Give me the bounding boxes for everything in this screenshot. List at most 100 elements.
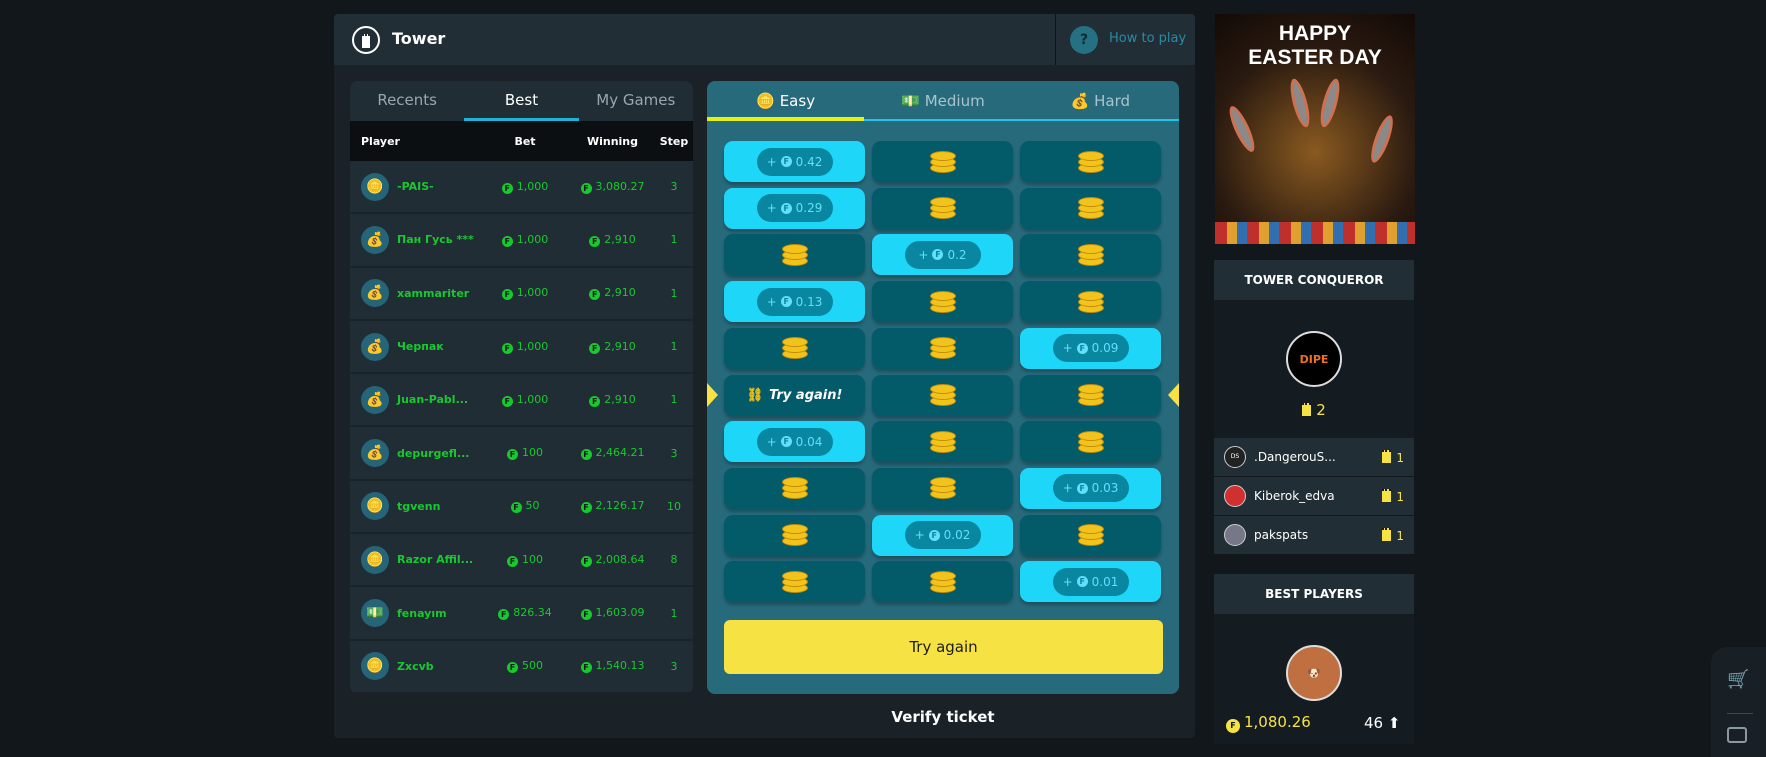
revealed-tile[interactable]: + F 0.01 — [1020, 561, 1161, 603]
hidden-tile[interactable] — [872, 561, 1013, 603]
row-indicator-right-icon — [1168, 382, 1179, 407]
hidden-tile[interactable] — [1020, 187, 1161, 229]
reward-value: 0.09 — [1091, 341, 1119, 356]
revealed-tile[interactable]: + F 0.03 — [1020, 467, 1161, 509]
winning-cell: F 3,080.27 — [570, 180, 655, 194]
hidden-tile[interactable] — [872, 141, 1013, 182]
hidden-tile[interactable] — [724, 234, 865, 276]
how-to-play-link[interactable]: How to play — [1109, 31, 1187, 46]
bunny-ear — [1286, 77, 1314, 129]
player-cell: 💰 Juan-Pabl... — [350, 385, 480, 414]
table-row[interactable]: 💰 Пан Гусь *** F 1,000 F 2,910 1 — [350, 214, 693, 268]
crown-icon — [1382, 488, 1392, 502]
revealed-tile[interactable]: + F 0.29 — [724, 187, 865, 229]
count: 1 — [1396, 450, 1404, 465]
hidden-tile[interactable] — [1020, 141, 1161, 182]
try-again-button[interactable]: Try again — [724, 620, 1163, 674]
hidden-tile[interactable] — [872, 374, 1013, 416]
revealed-tile[interactable]: + F 0.13 — [724, 281, 865, 323]
arrow-up-icon: ⬆ — [1387, 714, 1401, 732]
currency-icon: F — [589, 342, 601, 354]
hidden-tile[interactable] — [1020, 374, 1161, 416]
winning-cell: F 2,126.17 — [570, 499, 655, 514]
avatar[interactable]: 🐶 — [1286, 645, 1342, 701]
tab-my-games[interactable]: My Games — [596, 91, 676, 109]
coins-icon — [781, 243, 808, 267]
bet-cell: F 100 — [480, 446, 570, 461]
winning-value: 2,008.64 — [595, 552, 645, 566]
currency-icon: F — [580, 182, 592, 194]
currency-icon: F — [580, 609, 592, 621]
col-player: Player — [361, 134, 400, 148]
lost-tile[interactable]: ⛓ Try again! — [724, 374, 865, 416]
revealed-tile[interactable]: + F 0.42 — [724, 141, 865, 182]
player-cell: 🪙 Zxcvb — [350, 652, 480, 681]
count: 1 — [1396, 528, 1404, 543]
best-players-title: BEST PLAYERS — [1214, 574, 1414, 614]
list-item[interactable]: DS .DangerouS... 1 — [1214, 438, 1414, 476]
hidden-tile[interactable] — [1020, 514, 1161, 556]
hidden-tile[interactable] — [724, 561, 865, 603]
hidden-tile[interactable] — [872, 187, 1013, 229]
question-icon[interactable]: ? — [1070, 26, 1098, 54]
easter-banner[interactable]: HAPPY EASTER DAY — [1215, 14, 1415, 244]
hidden-tile[interactable] — [724, 467, 865, 509]
table-row[interactable]: 💰 depurgefl... F 100 F 2,464.21 3 — [350, 427, 693, 481]
col-bet: Bet — [514, 134, 536, 148]
hidden-tile[interactable] — [1020, 281, 1161, 323]
table-row[interactable]: 💰 Черпак F 1,000 F 2,910 1 — [350, 321, 693, 375]
player-name: tgvenn — [397, 499, 441, 513]
coins-icon — [929, 336, 956, 360]
currency-icon: F — [580, 555, 592, 567]
table-row[interactable]: 💵 fenayım F 826.34 F 1,603.09 1 — [350, 587, 693, 641]
winning-cell: F 2,008.64 — [570, 553, 655, 567]
hidden-tile[interactable] — [872, 421, 1013, 463]
coins-icon: 🪙 — [756, 92, 775, 110]
tab-recents[interactable]: Recents — [377, 91, 437, 109]
table-row[interactable]: 💰 xammariter F 1,000 F 2,910 1 — [350, 268, 693, 321]
table-row[interactable]: 💰 Juan-Pabl... F 1,000 F 2,910 1 — [350, 374, 693, 428]
tab-best[interactable]: Best — [464, 81, 579, 121]
crown-icon — [1302, 403, 1312, 416]
tab-easy[interactable]: 🪙 Easy — [707, 81, 865, 121]
revealed-tile[interactable]: + F 0.02 — [872, 514, 1013, 556]
bet-value: 50 — [525, 499, 540, 513]
hidden-tile[interactable] — [724, 327, 865, 369]
list-item[interactable]: pakspats 1 — [1214, 516, 1414, 554]
col-step: Step — [659, 134, 689, 148]
hidden-tile[interactable] — [724, 514, 865, 556]
player-name: Razor Affil... — [397, 553, 474, 567]
currency-icon: F — [510, 502, 522, 514]
plus-sign: + — [766, 154, 777, 169]
hidden-tile[interactable] — [872, 281, 1013, 323]
avatar[interactable]: DIPE — [1286, 331, 1342, 387]
table-row[interactable]: 🪙 Zxcvb F 500 F 1,540.13 3 — [350, 641, 693, 694]
avatar: DS — [1224, 446, 1246, 468]
cart-icon[interactable]: 🛒 — [1727, 669, 1750, 690]
step-cell: 3 — [670, 659, 678, 673]
tab-hard[interactable]: 💰 Hard — [1022, 81, 1179, 119]
table-row[interactable]: 🪙 Razor Affil... F 100 F 2,008.64 8 — [350, 534, 693, 588]
revealed-tile[interactable]: + F 0.04 — [724, 421, 865, 463]
plus-sign: + — [766, 294, 777, 309]
table-row[interactable]: 🪙 -PAIS- F 1,000 F 3,080.27 3 — [350, 161, 693, 215]
winning-cell: F 2,910 — [570, 340, 655, 354]
winning-cell: F 1,603.09 — [570, 606, 655, 621]
coins-icon — [781, 570, 808, 594]
hidden-tile[interactable] — [872, 327, 1013, 369]
verify-ticket-link[interactable]: Verify ticket — [891, 708, 995, 726]
table-row[interactable]: 🪙 tgvenn F 50 F 2,126.17 10 — [350, 481, 693, 535]
tower-board: 🪙 Easy 💵 Medium 💰 Hard + F 0.42 + F 0.29 + F 0.2… — [707, 81, 1179, 694]
player-cell: 💵 fenayım — [350, 599, 480, 628]
list-item[interactable]: Kiberok_edva 1 — [1214, 477, 1414, 515]
winning-cell: F 1,540.13 — [570, 659, 655, 674]
revealed-tile[interactable]: + F 0.2 — [872, 234, 1013, 276]
chat-icon[interactable] — [1727, 727, 1747, 743]
winning-value: 2,910 — [604, 392, 636, 406]
hidden-tile[interactable] — [872, 467, 1013, 509]
hidden-tile[interactable] — [1020, 421, 1161, 463]
tab-medium[interactable]: 💵 Medium — [864, 81, 1021, 119]
revealed-tile[interactable]: + F 0.09 — [1020, 327, 1161, 369]
step-cell: 1 — [670, 393, 678, 407]
hidden-tile[interactable] — [1020, 234, 1161, 276]
